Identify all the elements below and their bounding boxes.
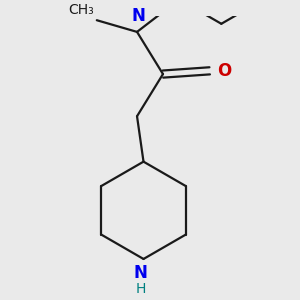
Text: H: H <box>136 282 146 296</box>
Text: CH₃: CH₃ <box>68 3 94 17</box>
Text: N: N <box>131 8 145 26</box>
Text: N: N <box>134 264 148 282</box>
Text: O: O <box>218 62 232 80</box>
